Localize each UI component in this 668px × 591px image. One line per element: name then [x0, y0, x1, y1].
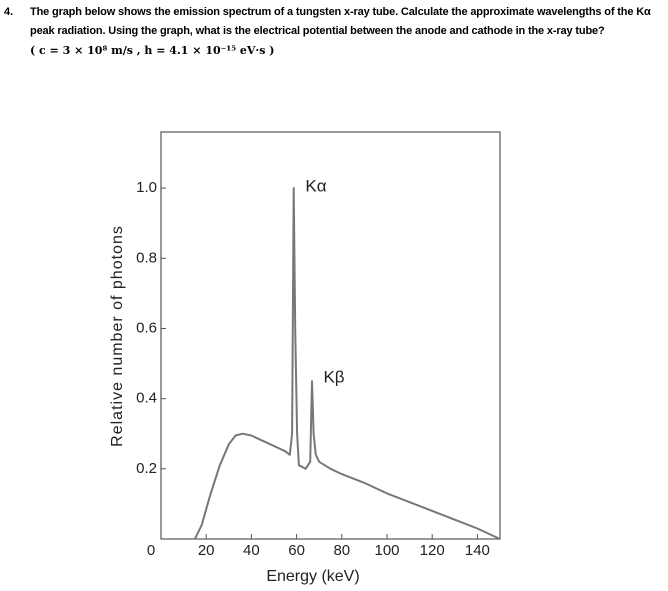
- y-tick-label: 0.2: [136, 460, 157, 477]
- x-tick-label: 40: [243, 542, 260, 559]
- x-tick-label: 120: [420, 542, 445, 559]
- x-tick-label: 60: [288, 542, 305, 559]
- x-tick-label: 80: [333, 542, 350, 559]
- question: 4. The graph below shows the emission sp…: [4, 3, 666, 60]
- peak-annotation: Kβ: [323, 367, 344, 386]
- y-tick-label: 0.8: [136, 249, 157, 266]
- spectrum-line: [194, 187, 501, 540]
- y-tick-label: 0.6: [136, 319, 157, 336]
- plot-frame: [160, 131, 501, 540]
- y-axis-label: Relative number of photons: [109, 225, 126, 447]
- x-tick-label: 140: [465, 542, 490, 559]
- peak-annotation: Kα: [305, 176, 326, 195]
- question-number: 4.: [4, 6, 14, 18]
- x-tick-label: 100: [374, 542, 399, 559]
- question-text: The graph below shows the emission spect…: [30, 6, 651, 37]
- x-tick-label: 20: [198, 542, 215, 559]
- formula: ( c = 3 × 10⁸ m/s , h = 4.1 × 10⁻¹⁵ eV·s…: [30, 44, 275, 57]
- y-tick-label: 1.0: [136, 179, 157, 196]
- y-tick-label: 0.4: [136, 390, 157, 407]
- x-axis-label: Energy (keV): [266, 568, 359, 585]
- x-tick-label: 0: [147, 542, 155, 559]
